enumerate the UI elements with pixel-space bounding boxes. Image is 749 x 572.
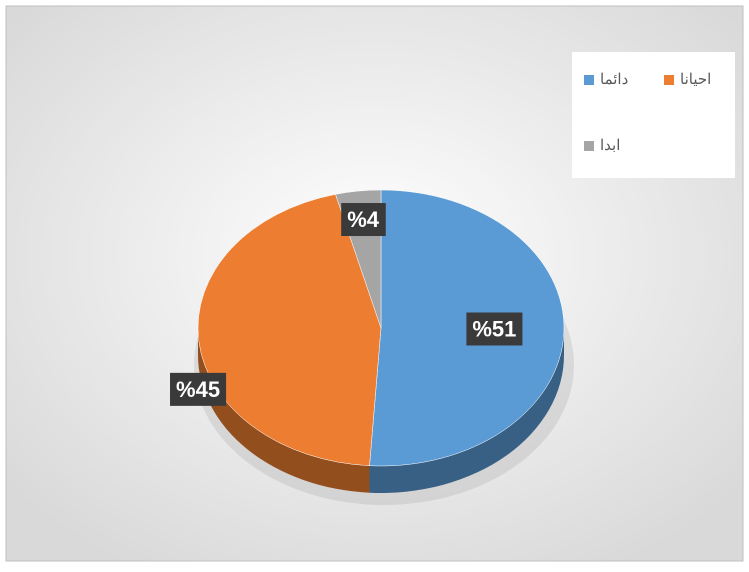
data-label: %4 — [347, 207, 380, 232]
data-label-box — [466, 312, 523, 346]
legend-swatch — [584, 75, 594, 85]
legend-label: احيانا — [680, 71, 711, 88]
legend-label: دائما — [600, 71, 628, 88]
slice — [197, 194, 382, 466]
data-label-box — [341, 203, 386, 237]
data-label-box — [170, 372, 227, 406]
data-label: %51 — [472, 317, 516, 342]
slice-side — [198, 328, 370, 493]
slice-side — [369, 328, 564, 493]
legend-swatch — [664, 75, 674, 85]
legend-box — [572, 52, 735, 178]
legend-label: ابدا — [600, 137, 620, 154]
legend-swatch — [584, 141, 594, 151]
data-label: %45 — [176, 377, 220, 402]
